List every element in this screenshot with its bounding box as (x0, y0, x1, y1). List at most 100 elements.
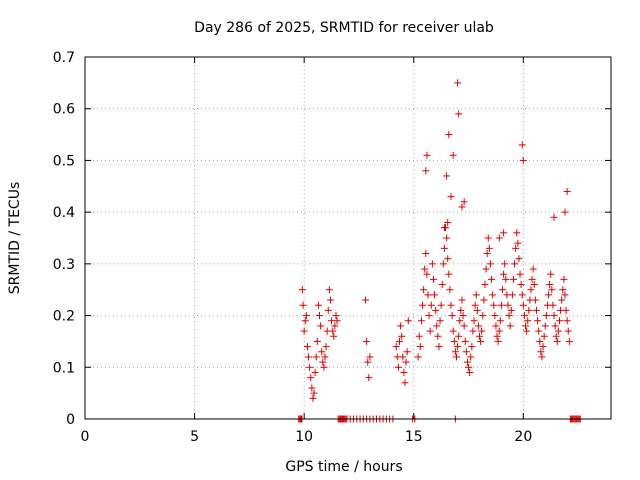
data-point (531, 296, 539, 304)
data-point (480, 296, 488, 304)
data-point (460, 322, 468, 330)
data-point (473, 306, 481, 314)
data-point (529, 265, 537, 273)
data-point (400, 368, 408, 376)
data-point (525, 306, 533, 314)
data-point (450, 337, 458, 345)
data-point (518, 141, 526, 149)
data-point (550, 213, 558, 221)
data-point (507, 306, 515, 314)
data-point (524, 317, 532, 325)
data-point (469, 327, 477, 335)
data-point (392, 343, 400, 351)
data-point (302, 312, 310, 320)
data-point (561, 291, 569, 299)
data-point (321, 353, 329, 361)
data-point (541, 322, 549, 330)
data-point (437, 301, 445, 309)
x-axis-title: GPS time / hours (285, 459, 402, 475)
data-point (537, 348, 545, 356)
data-point (565, 337, 573, 345)
data-point (364, 358, 372, 366)
data-point (552, 332, 560, 340)
data-point (551, 322, 559, 330)
data-point (403, 348, 411, 356)
data-point (320, 363, 328, 371)
data-point (298, 286, 306, 294)
data-point (458, 203, 466, 211)
data-point (559, 286, 567, 294)
data-point (545, 291, 553, 299)
data-point (542, 312, 550, 320)
data-point (530, 281, 538, 289)
data-point (455, 110, 463, 118)
data-point (500, 270, 508, 278)
data-point (332, 312, 340, 320)
data-point (523, 327, 531, 335)
y-tick-label: 0 (66, 412, 75, 428)
data-point (546, 281, 554, 289)
data-points (295, 79, 584, 423)
data-point (439, 260, 447, 268)
data-point (444, 218, 452, 226)
plot-frame (84, 56, 612, 420)
data-point (463, 358, 471, 366)
data-point (500, 229, 508, 237)
data-point (422, 250, 430, 258)
data-point (324, 306, 332, 314)
data-point (397, 322, 405, 330)
data-point (331, 322, 339, 330)
data-point (329, 327, 337, 335)
data-point (508, 291, 516, 299)
y-tick-label: 0.7 (53, 50, 75, 66)
data-point (535, 327, 543, 335)
data-point (560, 275, 568, 283)
data-point (564, 327, 572, 335)
data-point (317, 322, 325, 330)
data-point (485, 244, 493, 252)
data-point (415, 332, 423, 340)
data-point (457, 306, 465, 314)
data-point (472, 291, 480, 299)
data-point (506, 322, 514, 330)
data-point (454, 343, 462, 351)
data-point (561, 208, 569, 216)
data-point (456, 317, 464, 325)
data-point (459, 312, 467, 320)
y-tick-label: 0.4 (53, 205, 75, 221)
data-point (478, 327, 486, 335)
ticks: 0 5 10 15 20 0 0.1 0.2 0.3 0.4 0.5 0.6 0.7 (53, 50, 611, 445)
data-point (563, 317, 571, 325)
data-point (438, 281, 446, 289)
data-point (401, 379, 409, 387)
data-point (499, 286, 507, 294)
data-point (445, 131, 453, 139)
y-tick-label: 0.1 (53, 360, 75, 376)
data-point (428, 260, 436, 268)
data-point (528, 275, 536, 283)
data-point (305, 353, 313, 361)
data-point (492, 322, 500, 330)
data-point (517, 281, 525, 289)
x-tick-label: 5 (190, 429, 199, 445)
data-point (307, 374, 315, 382)
data-point (496, 317, 504, 325)
data-point (322, 343, 330, 351)
y-axis-title: SRMTID / TECUs (7, 182, 23, 295)
data-point (481, 281, 489, 289)
data-point (467, 353, 475, 361)
data-point (479, 312, 487, 320)
data-point (311, 368, 319, 376)
data-point (476, 332, 483, 340)
data-point (319, 358, 327, 366)
data-point (440, 224, 448, 232)
data-point (314, 301, 322, 309)
data-point (419, 301, 427, 309)
data-point (447, 193, 455, 201)
data-point (446, 286, 454, 294)
data-point (519, 156, 527, 164)
data-point (558, 296, 566, 304)
data-point (486, 260, 494, 268)
data-point (333, 317, 341, 325)
